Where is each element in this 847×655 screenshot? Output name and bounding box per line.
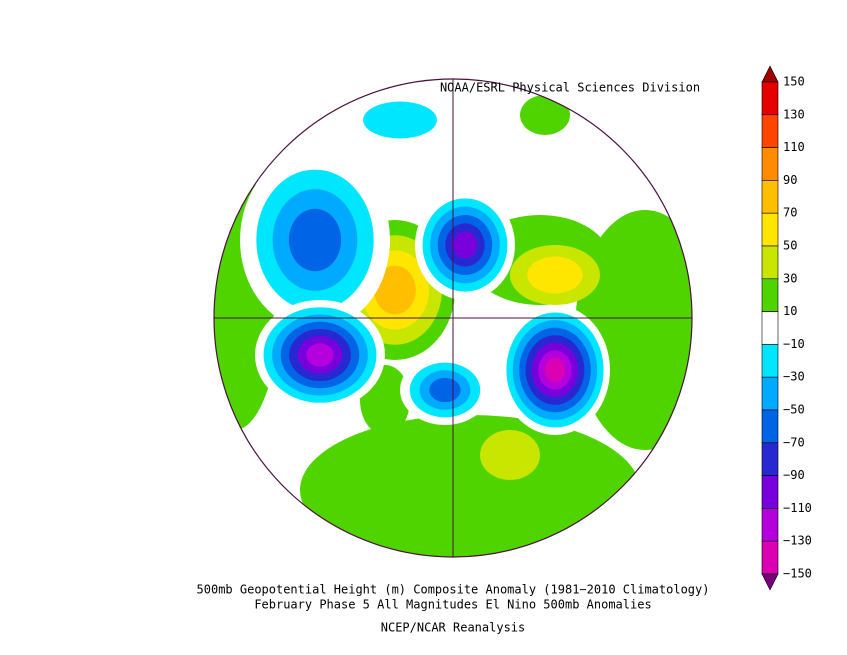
colorbar-label: −30 [783, 370, 805, 384]
credit: NOAA/ESRL Physical Sciences Division [440, 81, 700, 95]
colorbar-swatch [761, 475, 779, 509]
colorbar-swatch [761, 376, 779, 411]
anomaly-contour [363, 101, 437, 139]
colorbar-label: 90 [783, 173, 797, 187]
anomaly-contour [575, 210, 692, 450]
anomaly-contour [288, 208, 342, 272]
colorbar-swatch [761, 147, 779, 181]
caption: 500mb Geopotential Height (m) Composite … [197, 583, 710, 597]
colorbar-label: 110 [783, 140, 805, 154]
anomaly-contour [429, 377, 461, 403]
colorbar-swatch [761, 212, 779, 247]
colorbar-swatch [761, 311, 779, 345]
colorbar-swatch [761, 114, 779, 148]
colorbar-label: 130 [783, 107, 805, 121]
caption: February Phase 5 All Magnitudes El Nino … [254, 598, 651, 612]
colorbar-arrow [761, 573, 779, 591]
anomaly-contour [527, 256, 583, 294]
colorbar-label: 150 [783, 75, 805, 89]
colorbar-label: 30 [783, 271, 797, 285]
colorbar-arrow [761, 65, 779, 83]
colorbar-label: 10 [783, 304, 797, 318]
anomaly-contour [452, 231, 478, 259]
colorbar-swatch [761, 409, 779, 444]
colorbar-swatch [761, 540, 779, 575]
colorbar-swatch [761, 245, 779, 280]
colorbar-label: 50 [783, 239, 797, 253]
anomaly-contour [306, 343, 334, 367]
anomaly-contour [300, 415, 640, 557]
colorbar-label: −130 [783, 534, 812, 548]
colorbar: 150 130 110 90 70 50 30 10 −10 −30 −50 −70 −90 −110 −1… [761, 65, 812, 591]
colorbar-label: 70 [783, 206, 797, 220]
anomaly-field [214, 79, 692, 557]
anomaly-contour [544, 357, 566, 383]
colorbar-swatch [761, 180, 779, 214]
colorbar-label: −150 [783, 567, 812, 581]
colorbar-swatch [761, 442, 779, 476]
caption: NCEP/NCAR Reanalysis [381, 621, 526, 635]
anomaly-contour [374, 265, 416, 315]
colorbar-swatch [761, 508, 779, 542]
colorbar-swatch [761, 278, 779, 312]
colorbar-swatch [761, 81, 779, 116]
colorbar-swatch [761, 344, 779, 378]
colorbar-label: −50 [783, 403, 805, 417]
anomaly-contour [480, 430, 540, 480]
colorbar-label: −10 [783, 337, 805, 351]
colorbar-label: −90 [783, 468, 805, 482]
colorbar-label: −110 [783, 501, 812, 515]
anomaly-contour [520, 95, 570, 135]
colorbar-label: −70 [783, 435, 805, 449]
